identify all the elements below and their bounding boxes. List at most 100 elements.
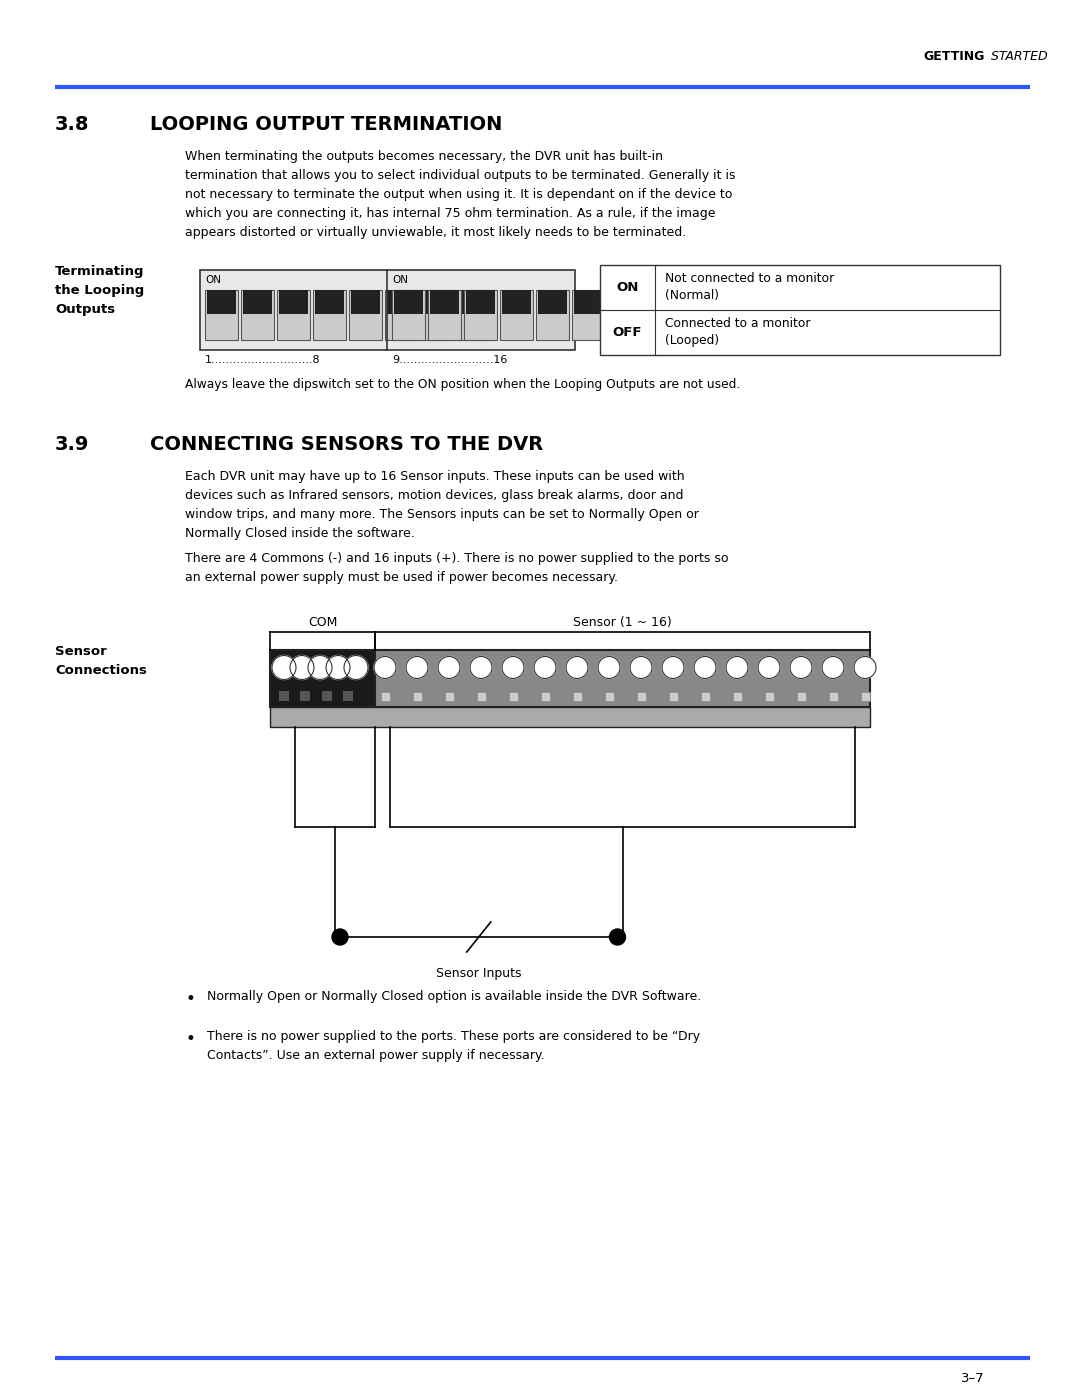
Circle shape [726,657,748,679]
Bar [394,291,423,314]
Bar [701,692,710,700]
Circle shape [502,657,524,679]
Bar [241,291,274,339]
Bar [610,291,639,314]
Bar [315,291,345,314]
Bar [349,291,382,339]
Circle shape [291,655,314,679]
Circle shape [272,655,296,679]
Bar [797,692,806,700]
Circle shape [566,657,588,679]
Bar [828,692,837,700]
Bar [351,291,380,314]
Bar [536,291,569,339]
Circle shape [598,657,620,679]
Text: STARTED: STARTED [987,50,1048,63]
Bar [646,291,675,314]
Text: Sensor (1 ~ 16): Sensor (1 ~ 16) [573,616,672,629]
Bar [322,692,332,701]
Text: GETTING: GETTING [923,50,985,63]
Circle shape [326,655,350,679]
Text: Not connected to a monitor
(Normal): Not connected to a monitor (Normal) [665,272,834,302]
Bar [572,291,605,339]
Circle shape [374,657,396,679]
Text: ON: ON [392,275,408,285]
Circle shape [694,657,716,679]
Text: When terminating the outputs becomes necessary, the DVR unit has built-in: When terminating the outputs becomes nec… [185,149,663,163]
Bar [205,291,238,339]
Bar [476,692,486,700]
Bar [457,291,490,339]
Circle shape [438,657,460,679]
Bar [270,707,870,726]
Text: Sensor Inputs: Sensor Inputs [436,967,522,981]
Bar [538,291,567,314]
Text: •: • [185,990,194,1009]
Text: ON: ON [205,275,221,285]
Bar [207,291,237,314]
Bar [423,291,453,314]
Circle shape [406,657,428,679]
Circle shape [822,657,843,679]
Bar [465,291,495,314]
Bar [765,692,773,700]
Bar [861,692,869,700]
Circle shape [609,929,625,944]
Circle shape [758,657,780,679]
Circle shape [470,657,492,679]
Bar [636,692,646,700]
Text: not necessary to terminate the output when using it. It is dependant on if the d: not necessary to terminate the output wh… [185,189,732,201]
Text: 9..........................16: 9..........................16 [392,355,508,365]
Text: 3–7: 3–7 [961,1372,985,1384]
Bar [573,291,603,314]
Text: •: • [185,1030,194,1048]
Text: termination that allows you to select individual outputs to be terminated. Gener: termination that allows you to select in… [185,169,735,182]
Text: Always leave the dipswitch set to the ON position when the Looping Outputs are n: Always leave the dipswitch set to the ON… [185,379,740,391]
Bar [428,291,461,339]
Bar [380,692,390,700]
Text: LOOPING OUTPUT TERMINATION: LOOPING OUTPUT TERMINATION [150,115,502,134]
Circle shape [332,929,348,944]
Text: appears distorted or virtually unviewable, it most likely needs to be terminated: appears distorted or virtually unviewabl… [185,226,686,239]
Bar [200,270,575,351]
Bar [644,291,677,339]
Text: Normally Open or Normally Closed option is available inside the DVR Software.: Normally Open or Normally Closed option … [207,990,701,1003]
Circle shape [789,657,812,679]
Bar [279,692,289,701]
Bar [430,291,459,314]
Text: Connected to a monitor
(Looped): Connected to a monitor (Looped) [665,317,810,346]
Bar [313,291,346,339]
Text: OFF: OFF [612,326,643,339]
Text: There are 4 Commons (-) and 16 inputs (+). There is no power supplied to the por: There are 4 Commons (-) and 16 inputs (+… [185,552,729,564]
Bar [300,692,310,701]
Text: Terminating
the Looping
Outputs: Terminating the Looping Outputs [55,265,145,316]
Text: which you are connecting it, has internal 75 ohm termination. As a rule, if the : which you are connecting it, has interna… [185,207,715,219]
Text: CONNECTING SENSORS TO THE DVR: CONNECTING SENSORS TO THE DVR [150,434,543,454]
Bar [375,650,870,707]
Bar [270,650,375,707]
Bar [500,291,534,339]
Bar [459,291,488,314]
Text: Normally Closed inside the software.: Normally Closed inside the software. [185,527,415,541]
Text: ON: ON [617,281,638,293]
Bar [413,692,421,700]
Bar [608,291,642,339]
Circle shape [345,655,368,679]
Bar [384,291,418,339]
Text: Sensor
Connections: Sensor Connections [55,645,147,678]
Circle shape [308,655,332,679]
Bar [276,291,310,339]
Bar [243,291,272,314]
Bar [605,692,613,700]
Bar [392,291,426,339]
Bar [342,692,353,701]
Bar [509,692,517,700]
Bar [445,692,454,700]
Bar [572,692,581,700]
Bar [464,291,497,339]
Text: Contacts”. Use an external power supply if necessary.: Contacts”. Use an external power supply … [207,1049,544,1062]
Bar [600,265,1000,355]
Text: There is no power supplied to the ports. These ports are considered to be “Dry: There is no power supplied to the ports.… [207,1030,700,1044]
Text: window trips, and many more. The Sensors inputs can be set to Normally Open or: window trips, and many more. The Sensors… [185,509,699,521]
Bar [732,692,742,700]
